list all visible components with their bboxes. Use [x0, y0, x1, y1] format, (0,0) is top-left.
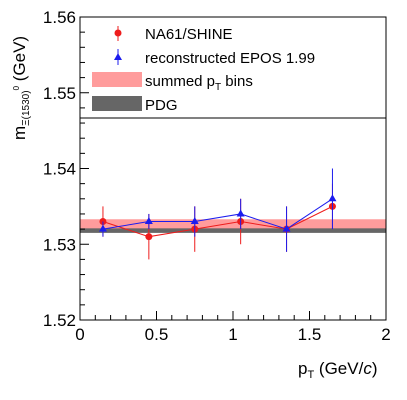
- data-point: [190, 217, 199, 225]
- data-point: [145, 233, 153, 241]
- data-point: [236, 209, 245, 217]
- legend-summed-swatch: [92, 72, 142, 87]
- legend-summed-label: summed pT bins: [145, 73, 253, 93]
- legend-na61-marker: [114, 29, 122, 37]
- x-tick-label: 0: [75, 325, 84, 344]
- x-tick-label: 2: [381, 325, 390, 344]
- data-point: [144, 217, 153, 225]
- series-line: [102, 198, 333, 230]
- legend-epos-label: reconstructed EPOS 1.99: [145, 50, 315, 67]
- series-layer: [98, 168, 337, 260]
- plot-frame: [79, 16, 387, 321]
- legend: NA61/SHINE reconstructed EPOS 1.99 summe…: [92, 26, 315, 114]
- legend-pdg-label: PDG: [145, 97, 178, 114]
- y-tick-label: 1.54: [43, 160, 76, 179]
- y-tick-label: 1.53: [43, 235, 76, 254]
- series-line: [102, 205, 333, 238]
- legend-item-epos: reconstructed EPOS 1.99: [114, 49, 315, 67]
- ticks-layer: 1.521.531.541.551.560 0.5 1 1.5 2: [43, 8, 391, 344]
- legend-epos-marker: [114, 53, 122, 60]
- data-point: [328, 194, 337, 202]
- x-tick-label: 1: [228, 325, 237, 344]
- legend-item-na61: NA61/SHINE: [114, 26, 233, 43]
- series-epos: [98, 168, 337, 252]
- x-tick-label: 1.5: [298, 325, 322, 344]
- y-axis-title: mΞ(1530)0 (GeV): [10, 36, 32, 140]
- y-tick-label: 1.55: [43, 84, 76, 103]
- data-point: [98, 224, 107, 232]
- y-tick-label: 1.52: [43, 311, 76, 330]
- legend-na61-label: NA61/SHINE: [145, 26, 233, 43]
- y-tick-label: 1.56: [43, 8, 76, 27]
- x-axis-title: pT (GeV/c): [298, 359, 378, 381]
- legend-pdg-swatch: [92, 96, 142, 111]
- band-pdg: [80, 228, 386, 233]
- x-tick-label: 0.5: [145, 325, 169, 344]
- data-point: [282, 224, 291, 232]
- legend-item-summed: summed pT bins: [92, 72, 253, 93]
- legend-item-pdg: PDG: [92, 96, 178, 114]
- bands-layer: [80, 219, 386, 233]
